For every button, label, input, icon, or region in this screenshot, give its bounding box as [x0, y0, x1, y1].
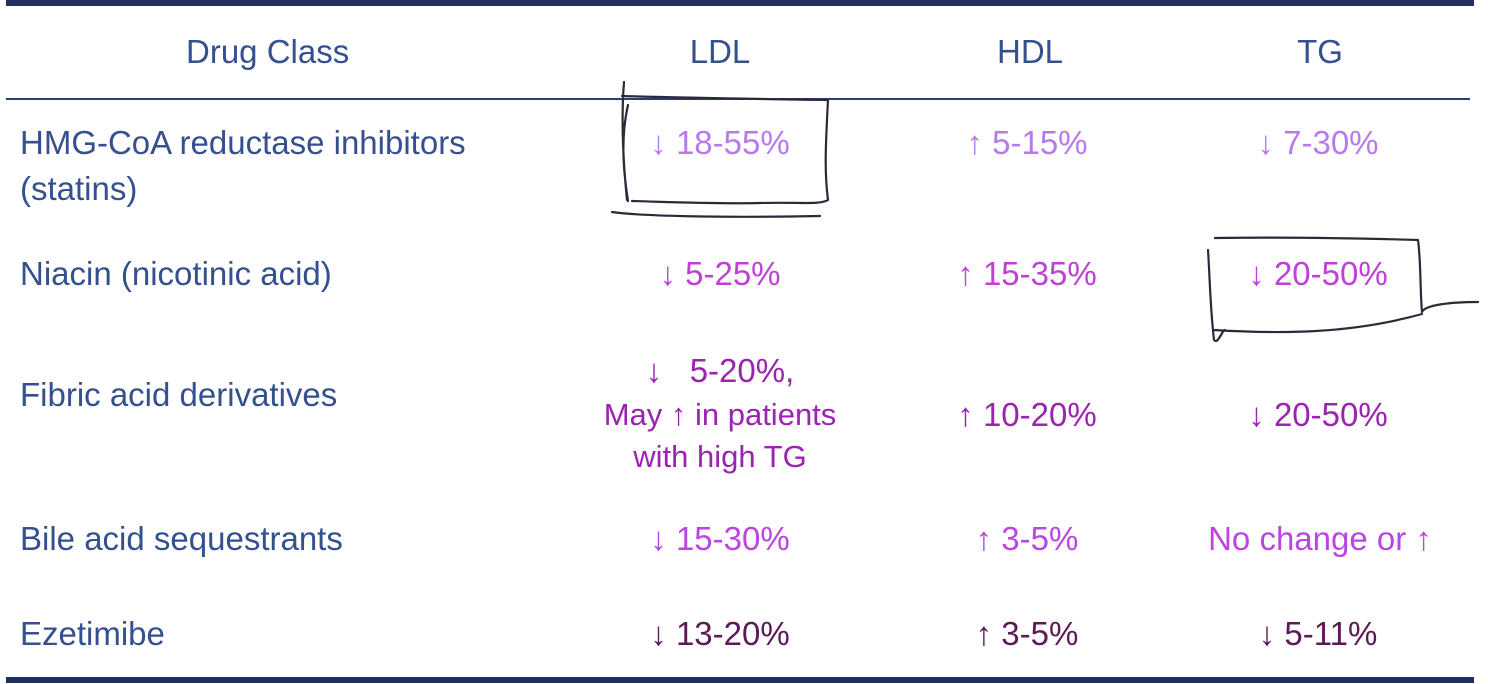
tg-value-fibric: ↓ 20-50%	[1248, 396, 1388, 433]
ldl-value-statins: ↓ 18-55%	[650, 124, 790, 161]
table-top-rule	[6, 0, 1474, 6]
hdl-value-fibric: ↑ 10-20%	[957, 396, 1097, 433]
header-hdl: HDL	[996, 33, 1064, 70]
ldl-value-bile: ↓ 15-30%	[650, 520, 790, 557]
header-drug-class: Drug Class	[186, 33, 350, 70]
hdl-value-ezetimibe: ↑ 3-5%	[975, 615, 1079, 652]
drug-name-fibric: Fibric acid derivatives	[20, 376, 338, 413]
tg-value-ezetimibe: ↓ 5-11%	[1258, 615, 1378, 652]
hdl-value-niacin: ↑ 15-35%	[957, 255, 1097, 292]
header-tg: TG	[1297, 33, 1343, 70]
drug-name-ezetimibe: Ezetimibe	[20, 615, 165, 652]
hdl-value-statins: ↑ 5-15%	[966, 124, 1088, 161]
tg-value-niacin: ↓ 20-50%	[1248, 255, 1388, 292]
tg-value-statins: ↓ 7-30%	[1257, 124, 1379, 161]
tg-value-bile: No change or ↑	[1208, 520, 1432, 557]
drug-name-niacin: Niacin (nicotinic acid)	[20, 255, 332, 292]
ldl-value-niacin: ↓ 5-25%	[659, 255, 781, 292]
ldl-value-fibric-line1: ↓ 5-20%,	[645, 352, 795, 389]
drug-name-bile: Bile acid sequestrants	[20, 520, 343, 557]
header-divider	[6, 98, 1470, 100]
ldl-value-ezetimibe: ↓ 13-20%	[650, 615, 790, 652]
ldl-value-fibric-line2: May ↑ in patients	[603, 397, 837, 432]
drug-name-statins-line1: HMG-CoA reductase inhibitors	[20, 124, 466, 161]
hdl-value-bile: ↑ 3-5%	[975, 520, 1079, 557]
drug-name-statins-line2: (statins)	[20, 170, 138, 207]
table-bottom-rule	[6, 677, 1474, 683]
header-ldl: LDL	[689, 33, 751, 70]
ldl-value-fibric-line3: with high TG	[633, 439, 807, 474]
